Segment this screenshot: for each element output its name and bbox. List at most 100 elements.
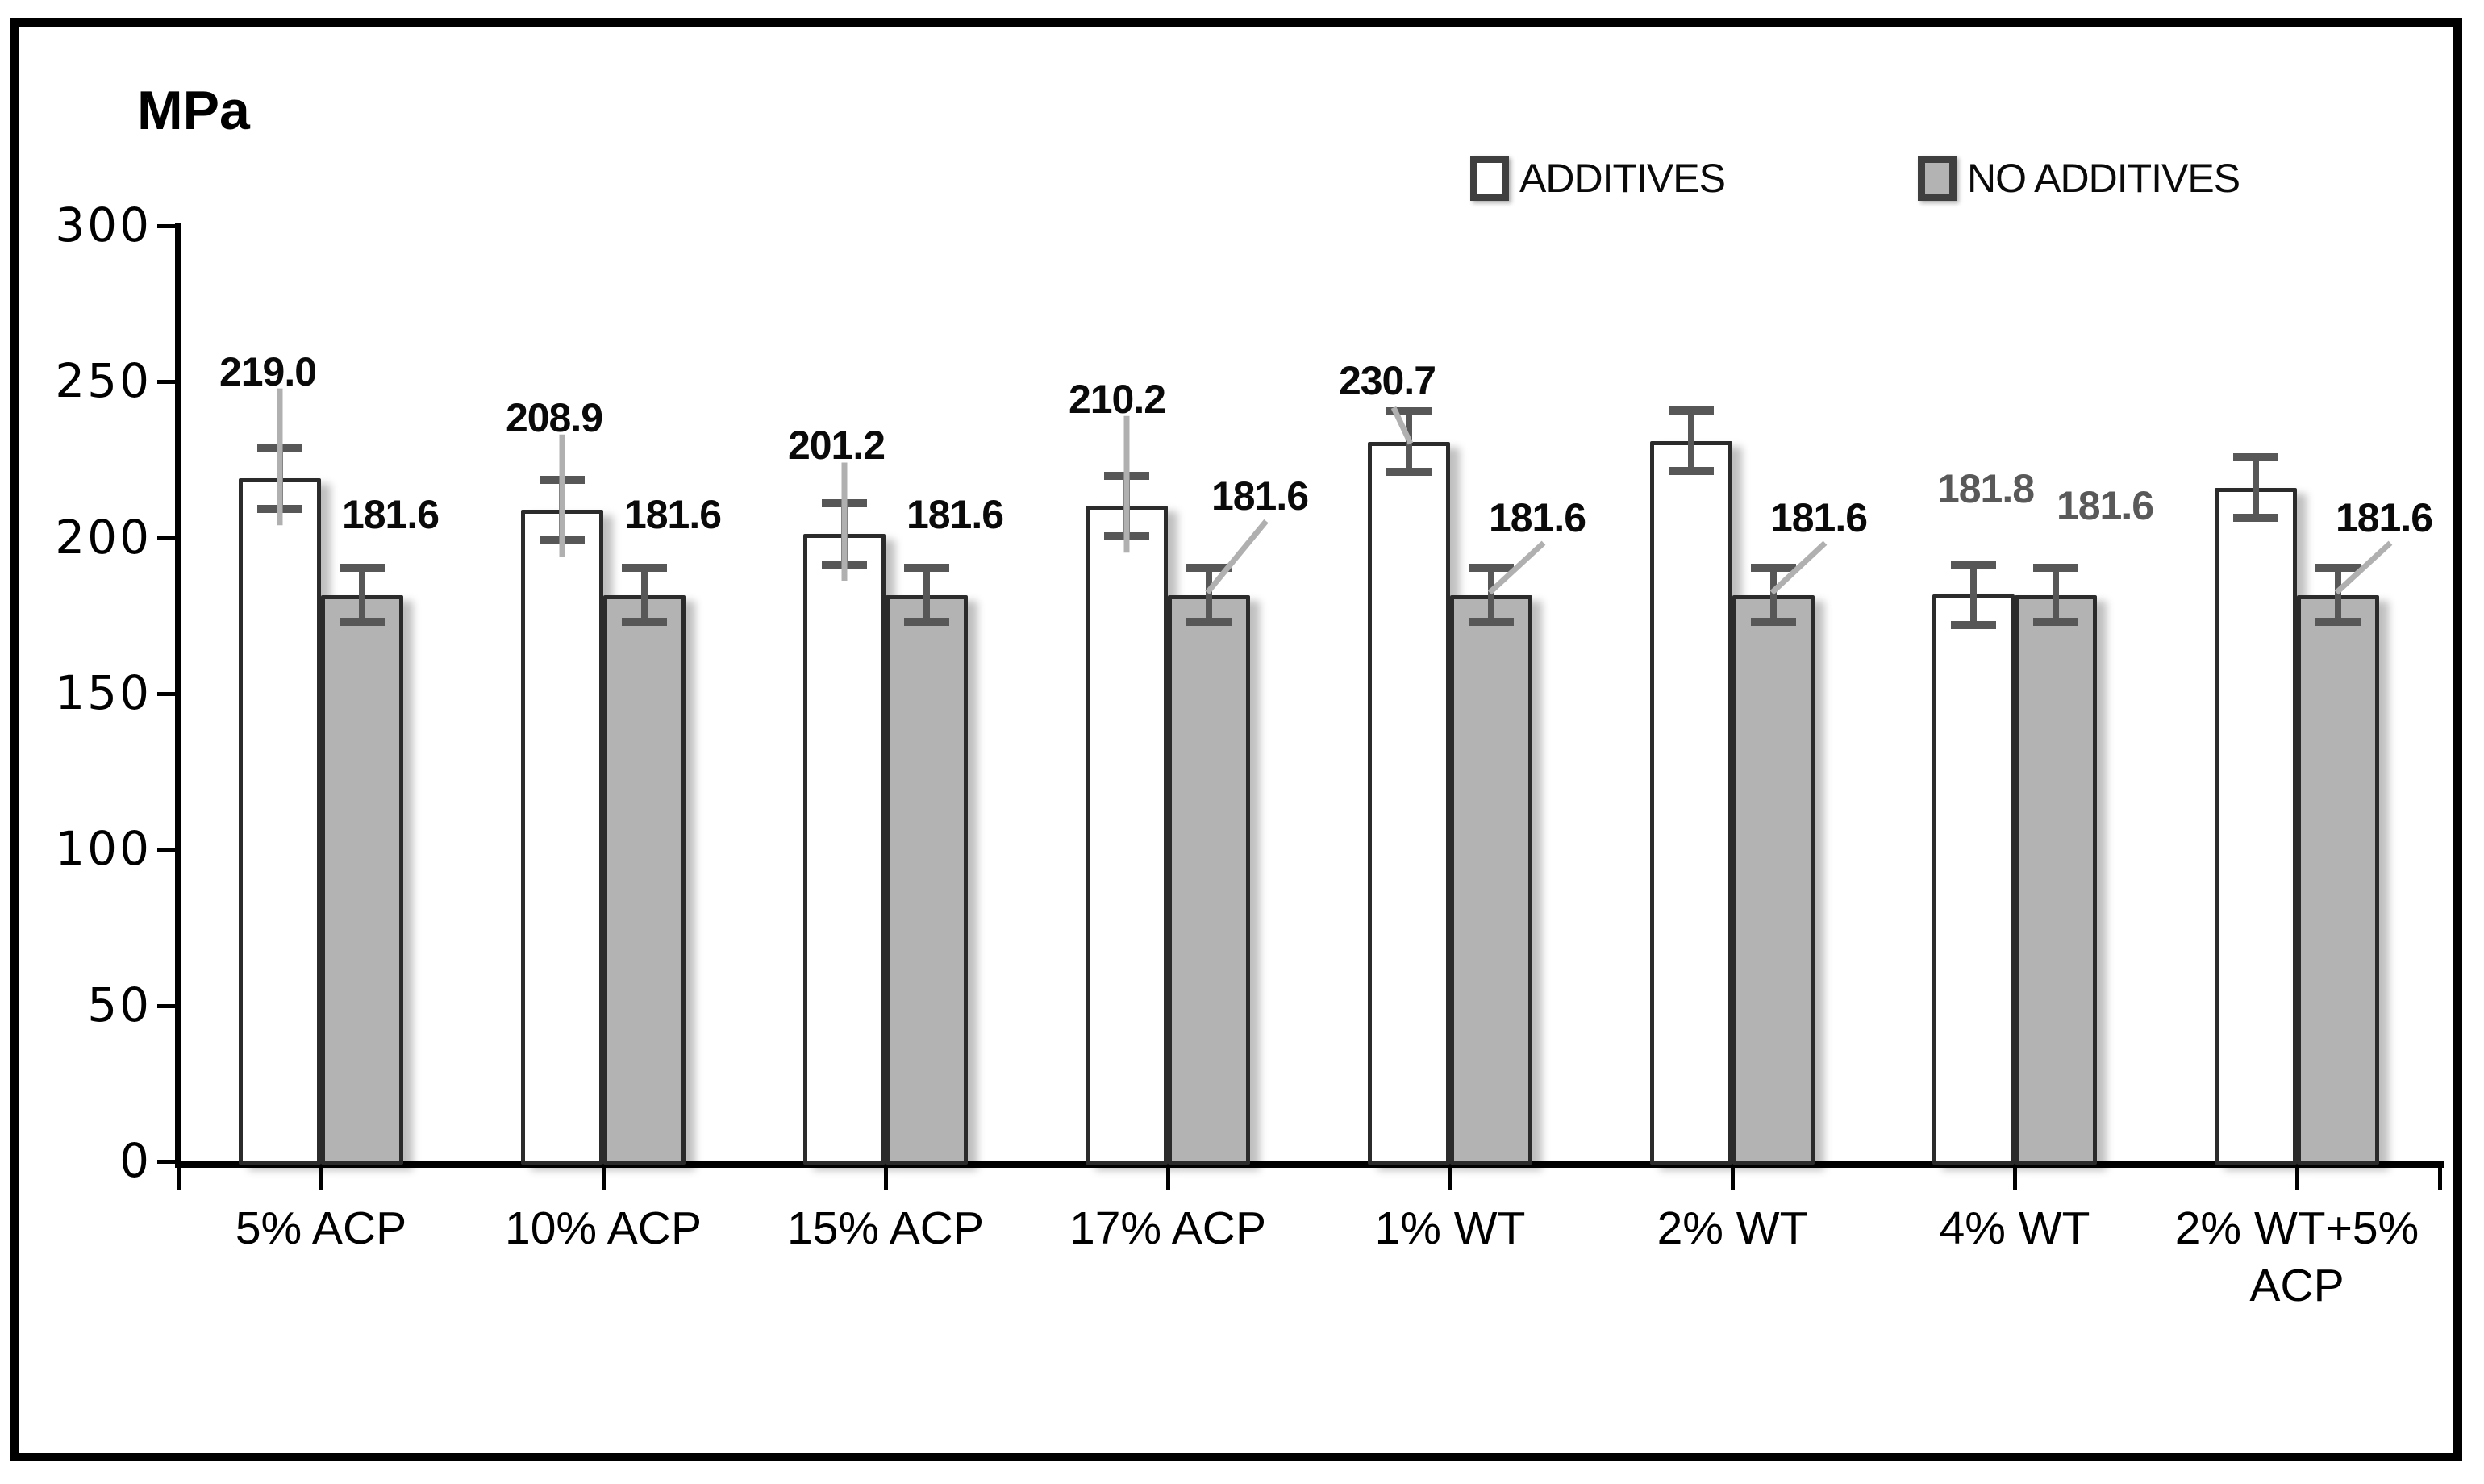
- y-axis-unit-label: MPa: [137, 80, 250, 141]
- error-bar-bottom-cap: [2033, 618, 2078, 627]
- error-bar-top-cap: [1751, 564, 1796, 573]
- error-bar-bottom-cap: [1751, 618, 1796, 627]
- error-bar-top-cap: [1186, 564, 1232, 573]
- bar-additives: [521, 510, 603, 1165]
- error-bar-top-cap: [1951, 560, 1996, 569]
- y-tick-label: 250: [55, 353, 152, 409]
- error-bar: [1770, 564, 1777, 627]
- bar-value-label: 201.2: [787, 423, 886, 469]
- bar-no-additives: [321, 594, 403, 1165]
- error-bar: [2335, 564, 2341, 627]
- x-axis-end-tick-mark: [177, 1161, 181, 1190]
- error-bar: [923, 564, 930, 627]
- error-bar: [359, 564, 365, 627]
- x-tick-label: 5% ACP: [235, 1203, 407, 1254]
- bar-value-label: 181.6: [341, 492, 440, 538]
- bar-additives: [2215, 487, 2297, 1165]
- error-bar-top-cap: [2033, 564, 2078, 573]
- x-tick-label: 17% ACP: [1069, 1203, 1266, 1254]
- bar-value-label: 181.6: [1769, 495, 1868, 541]
- error-bar-bottom-cap: [1386, 468, 1432, 477]
- bar-value-label: 181.6: [906, 492, 1004, 538]
- x-axis-end-tick-mark: [2438, 1161, 2442, 1190]
- bar-no-additives: [1168, 594, 1250, 1165]
- x-tick-label: 2% WT+5% ACP: [2174, 1203, 2419, 1312]
- error-bar: [1488, 564, 1494, 627]
- leader-line: [1487, 540, 1546, 595]
- error-bar-top-cap: [904, 564, 949, 573]
- y-tick-mark: [157, 536, 180, 540]
- x-tick-label: 10% ACP: [505, 1203, 702, 1254]
- x-tick-label: 15% ACP: [787, 1203, 984, 1254]
- bar-value-label: 181.6: [1488, 495, 1586, 541]
- error-bar: [641, 564, 648, 627]
- bar-value-label: 208.9: [505, 394, 603, 440]
- error-bar-top-cap: [340, 564, 385, 573]
- error-bar-top-cap: [622, 564, 667, 573]
- y-tick-mark: [157, 692, 180, 696]
- error-bar-top-cap: [1669, 406, 1714, 415]
- x-tick-label: 2% WT: [1657, 1203, 1808, 1254]
- y-tick-mark: [157, 224, 180, 228]
- bar-no-additives: [1732, 594, 1815, 1165]
- error-bar-bottom-cap: [622, 618, 667, 627]
- error-bar-bottom-cap: [1669, 467, 1714, 476]
- y-tick-mark: [157, 1003, 180, 1008]
- bar-no-additives: [886, 594, 968, 1165]
- bar-additives: [1932, 594, 2015, 1165]
- x-tick-mark: [2295, 1161, 2299, 1190]
- y-tick-label: 300: [55, 198, 152, 252]
- bar-value-label: 230.7: [1338, 358, 1436, 404]
- error-bar-top-cap: [1469, 564, 1514, 573]
- leader-line: [2334, 540, 2393, 595]
- y-tick-label: 50: [87, 977, 152, 1032]
- error-bar-top-cap: [1386, 407, 1432, 416]
- bar-value-label: 181.6: [623, 492, 722, 538]
- x-tick-mark: [2013, 1161, 2017, 1190]
- x-tick-mark: [602, 1161, 606, 1190]
- error-bar: [1970, 560, 1977, 629]
- bar-value-label: 219.0: [219, 348, 317, 394]
- bar-value-label: 210.2: [1068, 376, 1166, 422]
- y-tick-label: 200: [55, 509, 152, 565]
- error-bar-bottom-cap: [2315, 618, 2361, 627]
- x-tick-mark: [884, 1161, 888, 1190]
- x-tick-label: 4% WT: [1939, 1203, 2090, 1254]
- bar-additives: [803, 534, 886, 1165]
- bar-no-additives: [1450, 594, 1532, 1165]
- error-bar: [2253, 453, 2259, 523]
- x-tick-mark: [1166, 1161, 1170, 1190]
- x-axis-line: [175, 1161, 2444, 1168]
- bar-value-label: 181.6: [1211, 473, 1309, 519]
- x-tick-mark: [319, 1161, 323, 1190]
- bar-value-label: 181.8: [1936, 465, 2035, 511]
- error-bar-bottom-cap: [2233, 514, 2278, 523]
- error-bar-bottom-cap: [904, 618, 949, 627]
- x-tick-label: 1% WT: [1374, 1203, 1526, 1254]
- leader-line: [1390, 406, 1414, 445]
- leader-line: [1205, 519, 1269, 595]
- y-tick-mark: [157, 1160, 180, 1164]
- bar-additives: [1086, 506, 1168, 1165]
- error-bar: [1688, 406, 1694, 476]
- error-bar-top-cap: [2315, 564, 2361, 573]
- leader-line: [1769, 540, 1828, 595]
- bar-additives: [1650, 440, 1732, 1165]
- y-tick-mark: [157, 848, 180, 852]
- figure-border: [10, 18, 2462, 1461]
- bar-no-additives: [2297, 594, 2379, 1165]
- x-tick-mark: [1731, 1161, 1735, 1190]
- x-tick-mark: [1448, 1161, 1452, 1190]
- error-bar-bottom-cap: [1469, 618, 1514, 627]
- bar-no-additives: [2015, 594, 2097, 1165]
- error-bar-bottom-cap: [1186, 618, 1232, 627]
- error-bar-top-cap: [2233, 453, 2278, 462]
- y-tick-label: 100: [55, 821, 152, 877]
- error-bar: [1206, 564, 1212, 627]
- bar-value-label: 181.6: [2335, 495, 2433, 541]
- error-bar: [2053, 564, 2059, 627]
- y-tick-label: 0: [119, 1133, 152, 1188]
- error-bar-bottom-cap: [1951, 620, 1996, 629]
